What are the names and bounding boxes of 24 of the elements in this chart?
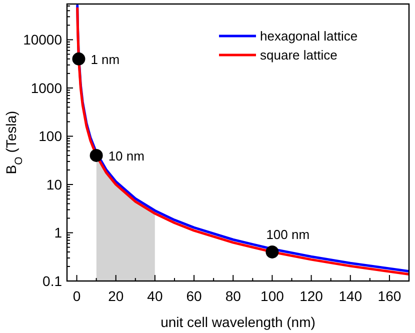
x-tick-label: 120 xyxy=(300,288,324,304)
y-tick-label: 10000 xyxy=(23,32,62,48)
annotation: 10 nm xyxy=(108,148,144,164)
x-tick-label: 140 xyxy=(338,288,362,304)
x-tick-label: 0 xyxy=(72,288,81,304)
annotation: 1 nm xyxy=(90,52,120,67)
point xyxy=(90,148,103,162)
x-tick-label: 40 xyxy=(147,288,163,304)
y-tick-label: 0.1 xyxy=(42,272,62,289)
x-tick-label: 160 xyxy=(378,288,402,304)
annotation: 100 nm xyxy=(266,226,310,242)
legend-label: hexagonal lattice xyxy=(260,28,358,44)
legend-label: square lattice xyxy=(260,48,338,63)
point xyxy=(72,52,86,66)
x-tick-label: 100 xyxy=(260,288,284,304)
x-tick-label: 80 xyxy=(225,288,242,304)
x-tick-label: 60 xyxy=(186,288,202,304)
y-tick-label: 1000 xyxy=(30,80,62,96)
x-axis-title: unit cell wavelength (nm) xyxy=(160,314,316,330)
y-tick-label: 1 xyxy=(54,224,62,241)
x-tick-label: 20 xyxy=(108,288,124,304)
y-tick-label: 10 xyxy=(46,176,62,192)
y-tick-label: 100 xyxy=(38,128,62,144)
point xyxy=(266,245,279,258)
